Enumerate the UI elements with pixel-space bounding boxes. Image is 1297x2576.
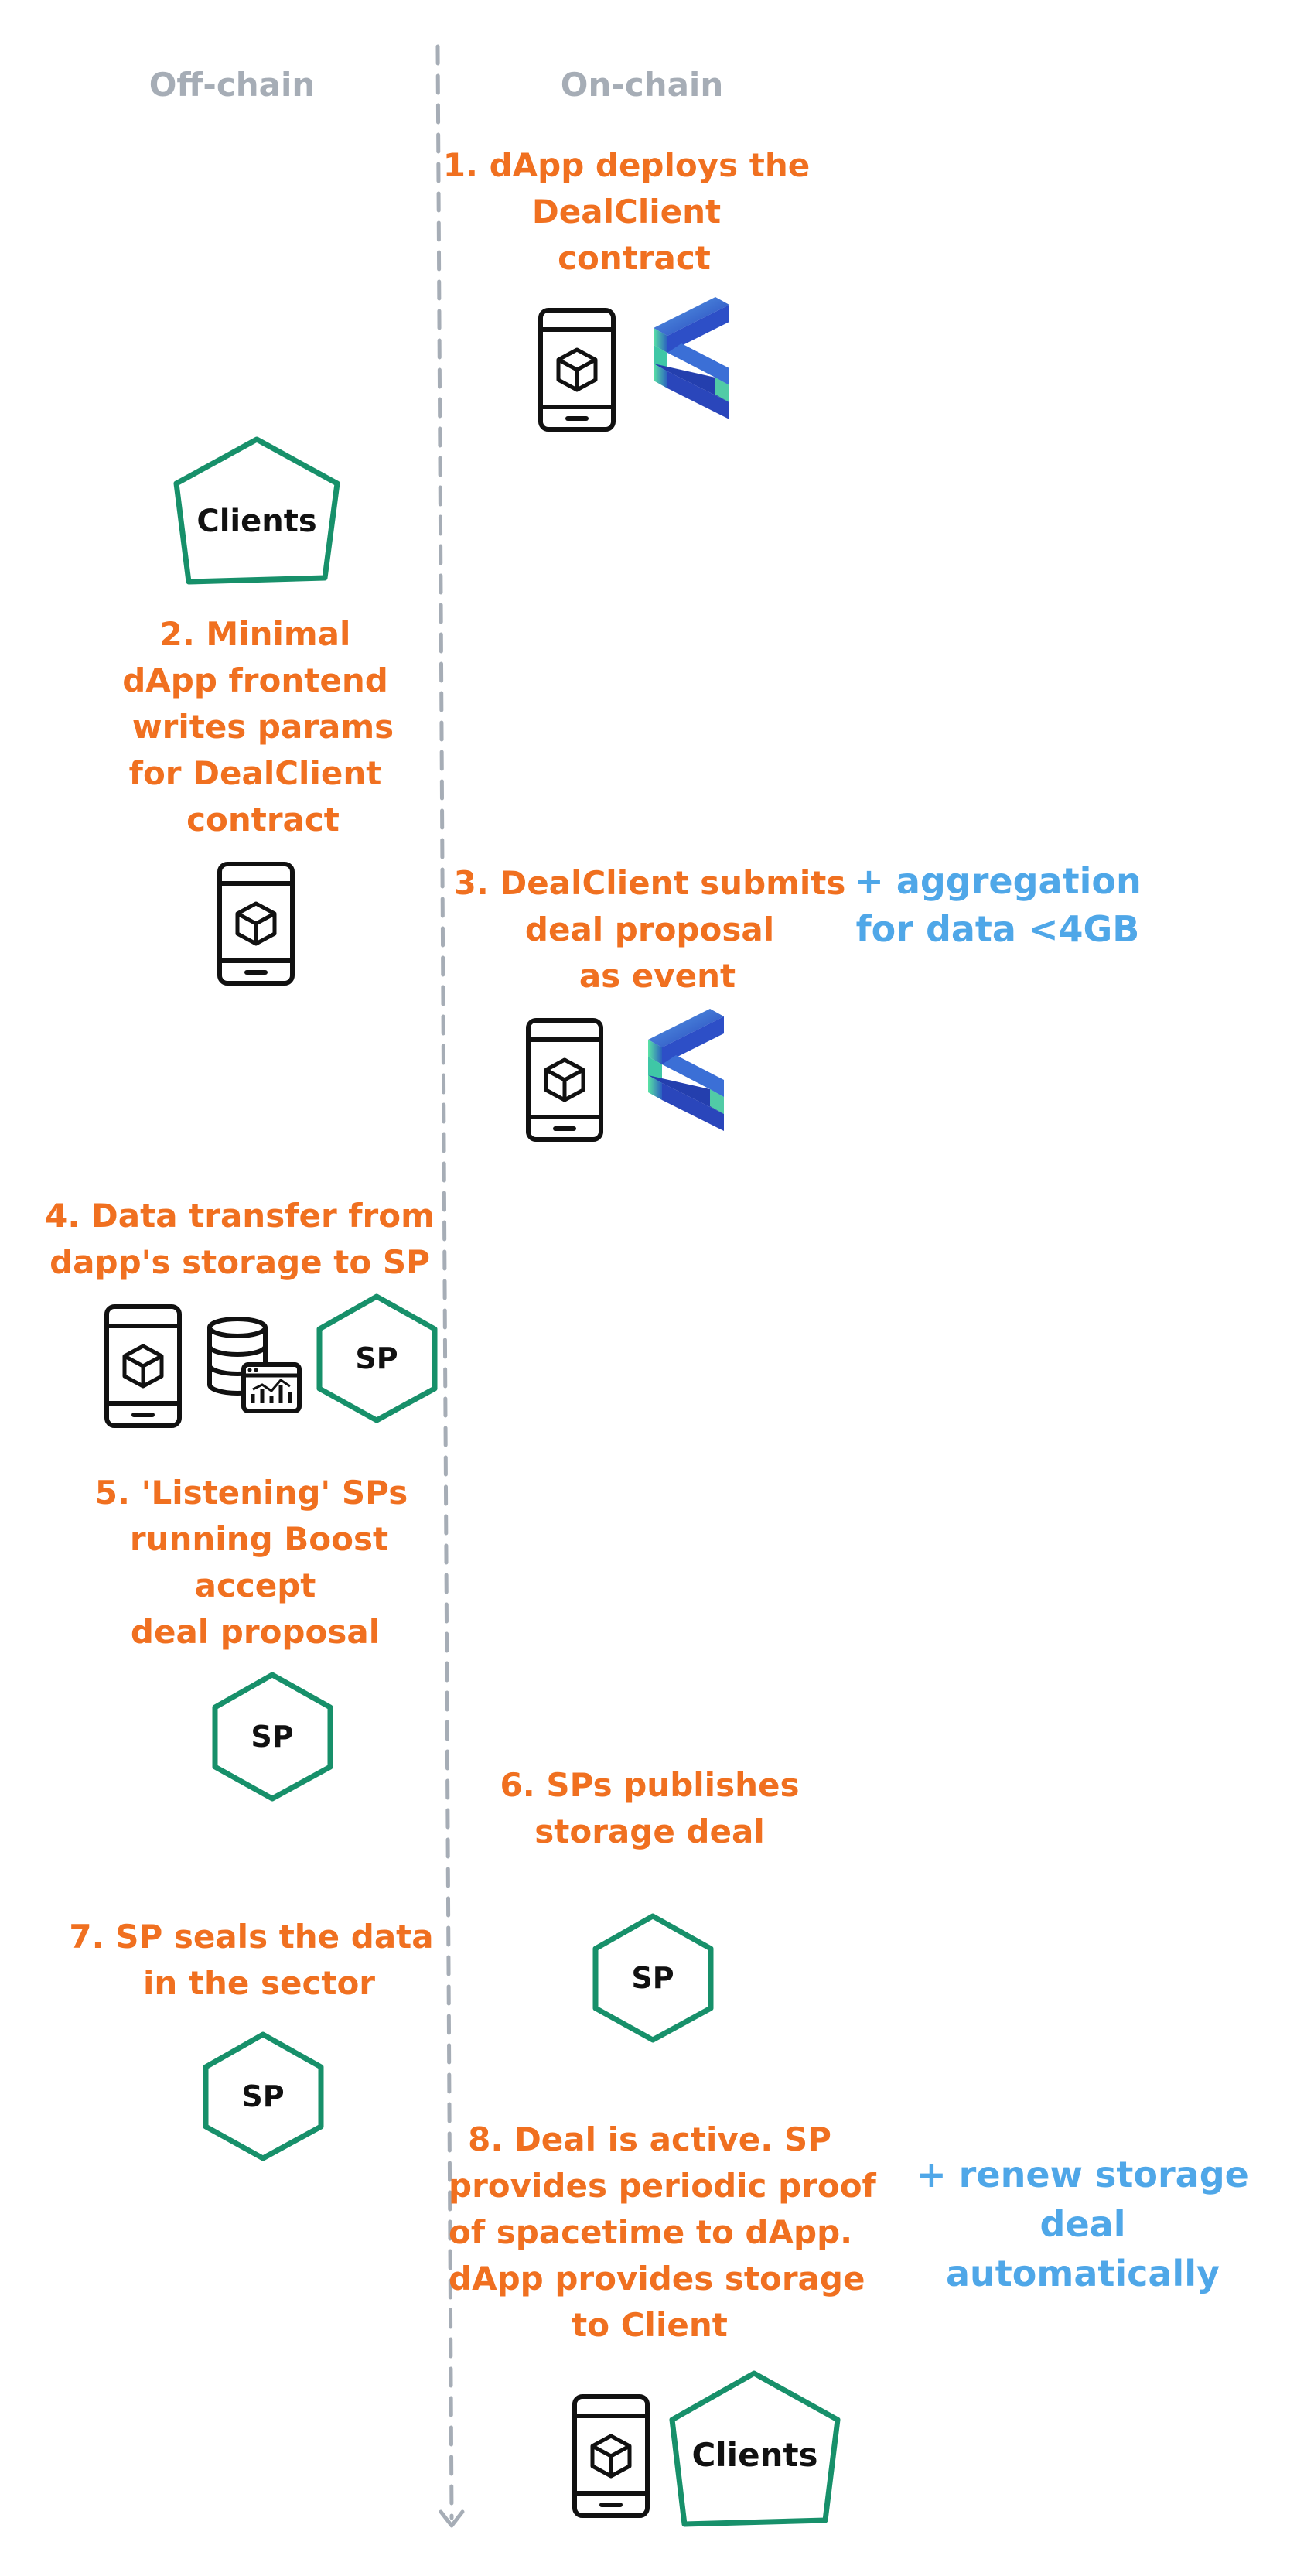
divider-arrow-head: [439, 2509, 465, 2528]
off-chain-header: Off-chain: [148, 66, 316, 104]
sp-hexagon-shape: [212, 1672, 333, 1802]
clients-label: Clients: [691, 2436, 818, 2474]
sp-hexagon-shape: [592, 1913, 714, 2043]
sp-label: SP: [251, 1720, 294, 1754]
sp-hexagon-shape: [203, 2031, 324, 2161]
phone-cube-icon: [107, 1307, 179, 1426]
on-chain-header: On-chain: [560, 66, 724, 104]
sp-label: SP: [241, 2079, 285, 2113]
phone-cube-icon: [575, 2397, 647, 2516]
clients-pentagon-shape: [173, 436, 340, 585]
sp-label: SP: [355, 1341, 398, 1375]
filecoin-evm-logo-icon: [654, 297, 729, 419]
phone-cube-icon: [220, 864, 292, 983]
clients-pentagon-shape: [669, 2370, 841, 2527]
filecoin-evm-logo-icon: [648, 1009, 724, 1131]
database-chart-icon: [210, 1319, 299, 1411]
phone-cube-icon: [541, 310, 613, 429]
phone-cube-icon: [528, 1020, 601, 1139]
clients-label: Clients: [196, 504, 317, 539]
chain-divider: [435, 44, 454, 2520]
sp-hexagon-shape: [316, 1293, 438, 1423]
sp-label: SP: [631, 1961, 674, 1995]
